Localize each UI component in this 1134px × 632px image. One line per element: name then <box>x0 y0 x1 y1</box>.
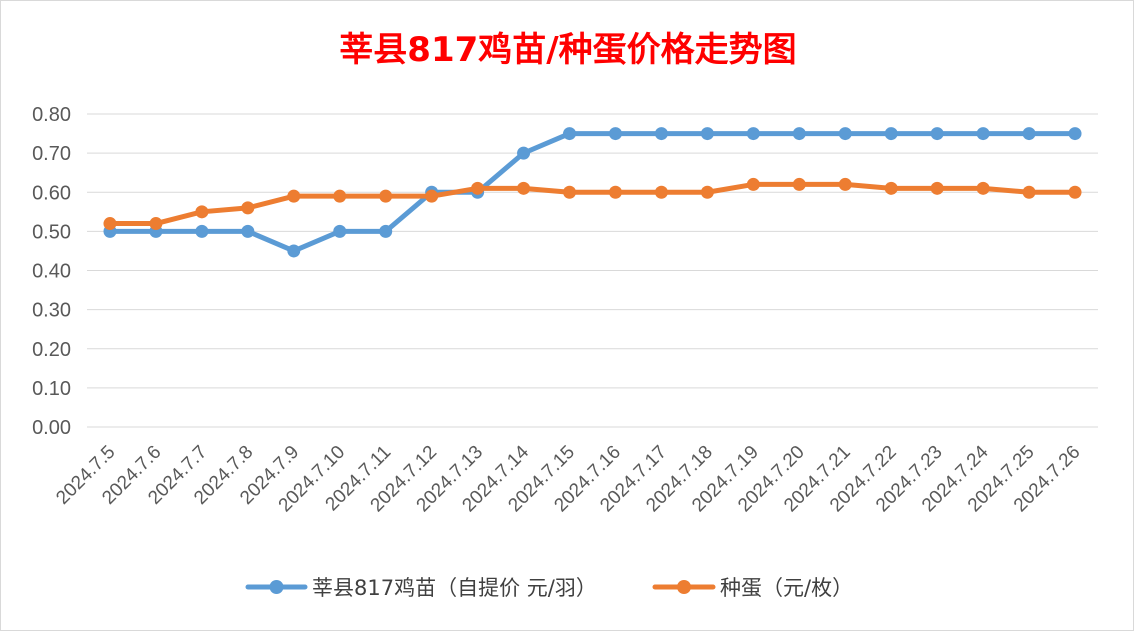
data-point <box>333 224 347 238</box>
data-point <box>241 224 255 238</box>
data-point <box>976 127 990 141</box>
series-line <box>107 181 1078 227</box>
data-point <box>1068 185 1082 199</box>
data-point <box>608 185 622 199</box>
series-lines <box>103 127 1082 258</box>
legend: 莘县817鸡苗（自提价 元/羽） 种蛋（元/枚） <box>245 576 853 600</box>
series-line <box>107 131 1078 254</box>
data-point <box>838 177 852 191</box>
data-point <box>103 217 117 231</box>
data-point <box>1022 127 1036 141</box>
legend-item: 种蛋（元/枚） <box>652 576 853 600</box>
data-point <box>884 127 898 141</box>
data-point <box>792 127 806 141</box>
data-point <box>930 127 944 141</box>
legend-item: 莘县817鸡苗（自提价 元/羽） <box>245 576 597 600</box>
y-tick-label: 0.40 <box>32 261 71 283</box>
data-point <box>333 189 347 203</box>
y-tick-label: 0.70 <box>32 143 71 165</box>
y-tick-label: 0.10 <box>32 378 71 400</box>
y-tick-label: 0.60 <box>32 182 71 204</box>
data-point <box>838 127 852 141</box>
legend-marker <box>677 580 691 594</box>
data-point <box>700 185 714 199</box>
data-point <box>1022 185 1036 199</box>
data-point <box>517 181 531 195</box>
y-tick-label: 0.30 <box>32 300 71 322</box>
grid-lines <box>87 113 1098 428</box>
data-point <box>379 189 393 203</box>
data-point <box>287 244 301 258</box>
data-point <box>700 127 714 141</box>
legend-label: 莘县817鸡苗（自提价 元/羽） <box>312 576 597 600</box>
data-point <box>517 146 531 160</box>
legend-label: 种蛋（元/枚） <box>720 576 853 600</box>
data-point <box>195 224 209 238</box>
data-point <box>563 185 577 199</box>
data-point <box>792 177 806 191</box>
data-point <box>884 181 898 195</box>
y-tick-label: 0.50 <box>32 221 71 243</box>
data-point <box>287 189 301 203</box>
data-point <box>746 177 760 191</box>
data-point <box>654 127 668 141</box>
data-point <box>608 127 622 141</box>
data-point <box>149 217 163 231</box>
x-axis-ticks: 2024.7.52024.7.62024.7.72024.7.82024.7.9… <box>52 441 1084 516</box>
data-point <box>1068 127 1082 141</box>
data-point <box>563 127 577 141</box>
data-point <box>930 181 944 195</box>
data-point <box>746 127 760 141</box>
data-point <box>241 201 255 215</box>
data-point <box>195 205 209 219</box>
y-tick-label: 0.80 <box>32 104 71 126</box>
data-point <box>471 181 485 195</box>
data-point <box>976 181 990 195</box>
y-axis-ticks: 0.00 0.10 0.20 0.30 0.40 0.50 0.60 0.70 0.80 <box>32 104 71 439</box>
legend-marker <box>269 580 284 594</box>
data-point <box>654 185 668 199</box>
y-tick-label: 0.00 <box>32 417 71 439</box>
chart-title: 莘县817鸡苗/种蛋价格走势图 <box>339 30 796 70</box>
series-2 <box>103 177 1082 231</box>
y-tick-label: 0.20 <box>32 339 71 361</box>
data-point <box>425 189 439 203</box>
data-point <box>379 224 393 238</box>
